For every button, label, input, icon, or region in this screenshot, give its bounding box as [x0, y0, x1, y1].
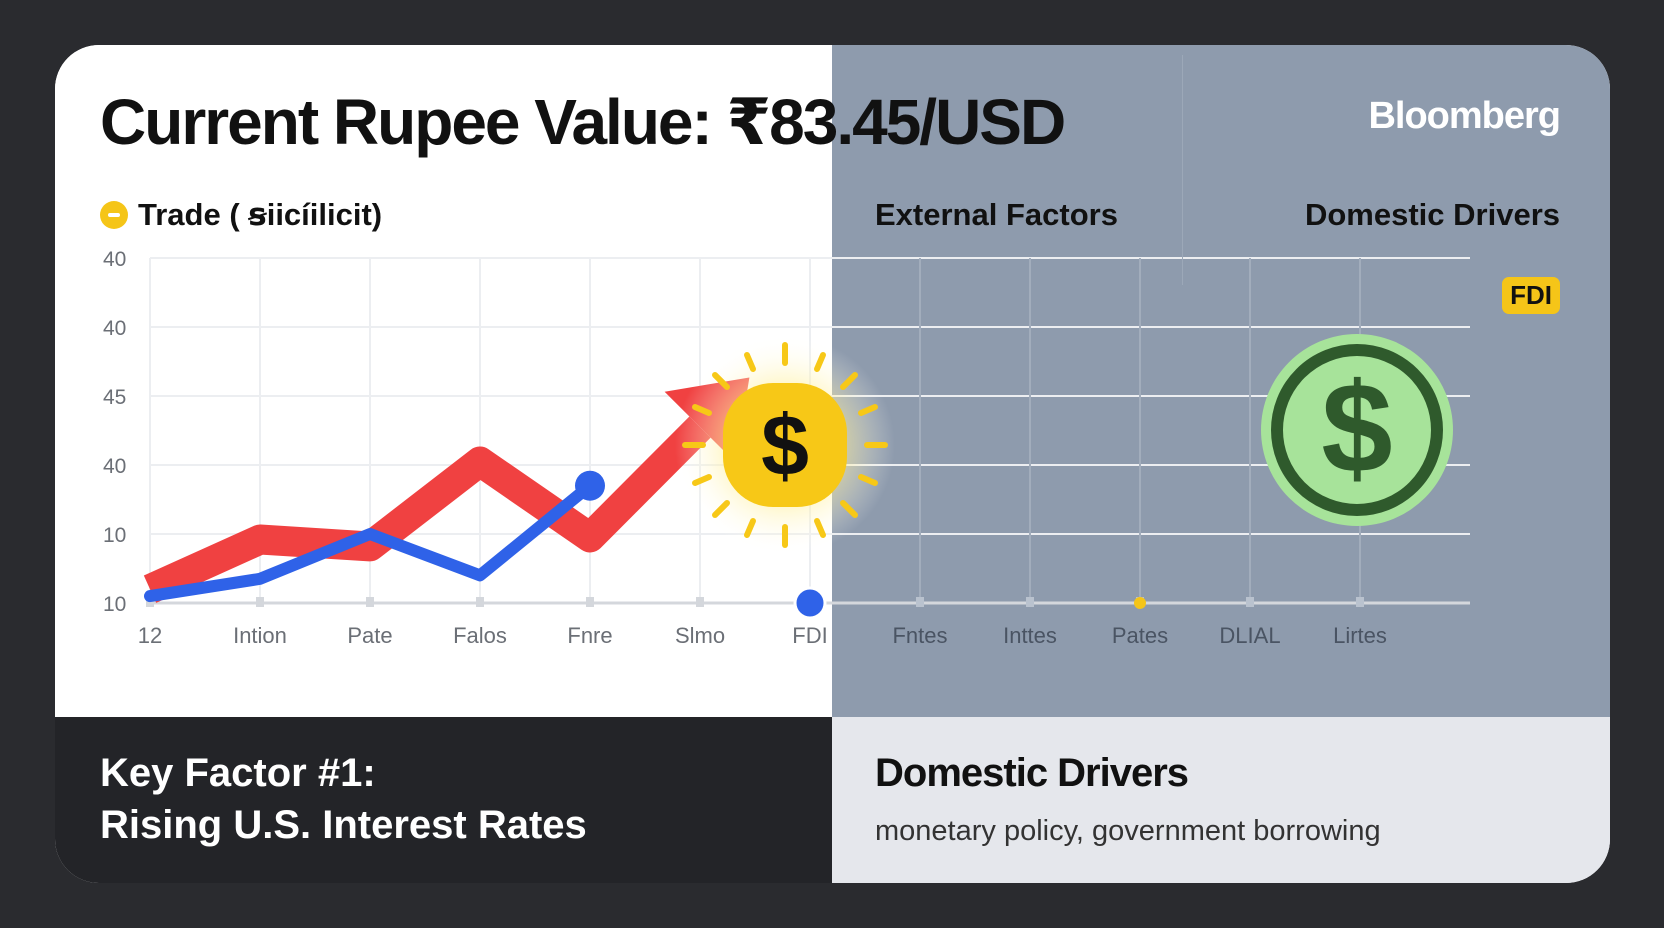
- x-tick-label: DLIAL: [1219, 623, 1280, 648]
- page-title: Current Rupee Value: ₹83.45/USD: [100, 86, 1066, 158]
- brand-logo: Bloomberg: [1368, 95, 1561, 137]
- x-tick-mark: [916, 597, 924, 607]
- key-factor-heading: Key Factor #1: Rising U.S. Interest Rate…: [100, 747, 587, 851]
- x-tick-label: Pates: [1112, 623, 1168, 648]
- green-dollar-coin-icon: $: [1261, 334, 1453, 526]
- x-tick-label: Inttes: [1003, 623, 1057, 648]
- x-tick-mark: [256, 597, 264, 607]
- x-tick-mark: [586, 597, 594, 607]
- legend-trade: Trade ( ꞩiicíilicit): [100, 197, 382, 233]
- header-divider: [1182, 55, 1183, 285]
- x-tick-mark: [1026, 597, 1034, 607]
- domestic-drivers-title: Domestic Drivers: [875, 751, 1189, 795]
- x-tick-label: Falos: [453, 623, 507, 648]
- domestic-drivers-subtitle: monetary policy, ɡovernment borrowing: [875, 815, 1381, 847]
- chart-series: [143, 377, 1146, 620]
- chart-panel-right: [832, 45, 1610, 717]
- x-tick-mark: [1246, 597, 1254, 607]
- key-factor-line1: Key Factor #1:: [100, 751, 376, 795]
- y-tick-label: 10: [103, 524, 126, 547]
- y-tick-label: 40: [103, 248, 126, 271]
- svg-text:$: $: [761, 398, 809, 494]
- x-tick-label: FDI: [792, 623, 827, 648]
- fdi-badge: FDI: [1502, 277, 1560, 314]
- y-axis: 40 40 45 40 10 10: [103, 248, 126, 616]
- series-point-blue: [575, 470, 605, 501]
- x-tick-label: 12: [138, 623, 162, 648]
- domestic-drivers-panel: [832, 717, 1610, 883]
- legend-dot-icon: [100, 201, 128, 229]
- sun-dollar-coin-icon: $: [675, 335, 895, 555]
- key-factor-line2: Rising U.S. Interest Rates: [100, 803, 587, 847]
- y-tick-label: 40: [103, 317, 126, 340]
- x-axis: 12 Intion Pate Falos Fnre Slmo FDI Fntes Inttes P…: [138, 597, 1387, 648]
- key-factor-panel: [55, 717, 832, 883]
- domestic-drivers-label: Domestic Drivers: [1304, 197, 1560, 232]
- axis-marker-fdi: [793, 586, 827, 620]
- infographic-card: 40 40 45 40 10 10 12 Intion Pate Falos Fnre Slmo FD…: [55, 45, 1610, 883]
- x-tick-mark: [696, 597, 704, 607]
- x-tick-mark: [476, 597, 484, 607]
- x-tick-label: Pate: [347, 623, 392, 648]
- x-tick-label: Lirtes: [1333, 623, 1387, 648]
- rupee-chart: 40 40 45 40 10 10 12 Intion Pate Falos Fnre Slmo FD…: [103, 248, 1470, 648]
- series-line-red: [143, 416, 711, 603]
- x-tick-mark: [1356, 597, 1364, 607]
- axis-marker-pates: [1134, 597, 1146, 609]
- svg-text:$: $: [1321, 357, 1392, 500]
- x-tick-label: Fnre: [567, 623, 612, 648]
- x-tick-label: Fntes: [892, 623, 947, 648]
- x-tick-mark: [366, 597, 374, 607]
- x-tick-label: Intion: [233, 623, 287, 648]
- y-tick-label: 40: [103, 455, 126, 478]
- external-factors-label: External Factors: [875, 197, 1118, 232]
- x-tick-label: Slmo: [675, 623, 725, 648]
- legend-trade-label: Trade ( ꞩiicíilicit): [138, 197, 383, 232]
- y-tick-label: 45: [103, 386, 126, 409]
- y-tick-label: 10: [103, 593, 126, 616]
